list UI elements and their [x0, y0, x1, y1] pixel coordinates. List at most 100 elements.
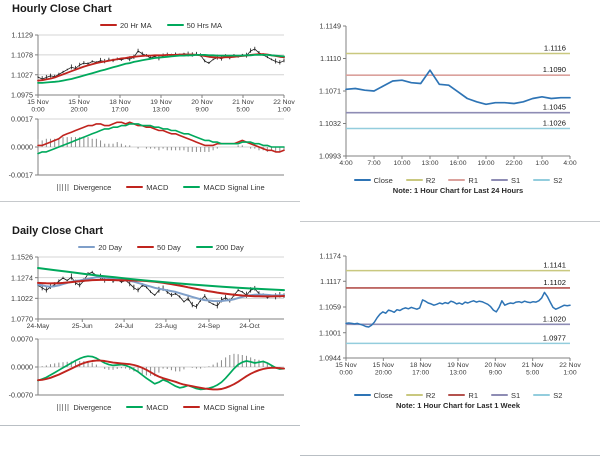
legend-item-200-day: 200 Day [195, 242, 244, 252]
x-tick-label: 15 Nov [68, 99, 90, 106]
y-tick-label: 1.1001 [319, 328, 341, 337]
y-tick-label: 1.1149 [320, 22, 341, 31]
x-tick-label: 20:00 [70, 107, 87, 114]
y-tick-label: 0.0000 [11, 363, 33, 372]
legend-label: 20 Day [98, 242, 123, 252]
y-tick-label: 1.0944 [319, 354, 341, 363]
y-tick-label: -0.0017 [9, 171, 33, 179]
legend-label: Divergence [73, 182, 112, 192]
series-line-macd [37, 121, 285, 153]
x-tick-label: 1:00 [563, 370, 576, 377]
legend-label: 50 Day [157, 242, 181, 252]
x-tick-label: 21 Nov [232, 99, 254, 106]
daily-macd-chart: 0.0070 0.0000 -0.0070 [9, 335, 285, 399]
x-tick-label: 20 Nov [485, 362, 507, 369]
x-tick-label: 24-Jul [115, 323, 134, 330]
legend-item-macd-signal-line: MACD Signal Line [183, 182, 265, 192]
hourly-pivot-legend: Close R2 R1 S1 S2 [346, 174, 570, 186]
x-tick-label: 5:00 [236, 107, 249, 114]
line-swatch-icon [195, 246, 213, 248]
line-swatch-icon [137, 246, 155, 248]
x-tick-label: 17:00 [111, 107, 128, 114]
x-tick-label: 24-May [27, 323, 50, 330]
x-tick-label: 10:00 [393, 160, 410, 167]
hourly-macd-chart: 0.0017 0.0000 -0.0017 [9, 115, 285, 179]
x-tick-label: 22 Nov [559, 362, 581, 369]
y-tick-label: 1.1078 [11, 50, 33, 59]
y-tick-label: 1.1526 [11, 253, 33, 262]
x-tick-label: 5:00 [526, 370, 539, 377]
legend-item-macd: MACD [126, 183, 168, 192]
legend-label: R1 [468, 390, 478, 400]
line-swatch-icon [126, 406, 144, 408]
x-tick-label: 1:00 [277, 107, 290, 114]
y-tick-label: 1.1129 [12, 31, 33, 40]
line-swatch-icon [491, 179, 508, 181]
daily-ma-legend: 20 Day 50 Day 200 Day [38, 241, 284, 253]
line-swatch-icon [183, 186, 201, 188]
line-swatch-icon [166, 24, 184, 26]
x-tick-label: 18 Nov [410, 362, 432, 369]
x-tick-label: 19:00 [477, 160, 494, 167]
legend-item-r1: R1 [448, 176, 478, 185]
x-tick-label: 23-Aug [155, 323, 177, 330]
line-swatch-icon [405, 394, 423, 396]
legend-label: MACD Signal Line [203, 182, 265, 192]
y-tick-label: 0.0017 [11, 115, 33, 124]
x-tick-label: 16:00 [449, 160, 466, 167]
series-line-macd-signal-line [37, 359, 285, 391]
x-tick-label: 1:00 [535, 160, 548, 167]
panel-weekly-pivot: 1.1174 1.1117 1.1059 1.1001 1.0944 15 Nov 0:00… [300, 222, 600, 456]
y-tick-label: 1.1027 [11, 70, 33, 79]
y-tick-label: -0.0070 [9, 391, 33, 399]
x-tick-label: 7:00 [367, 160, 380, 167]
daily-macd-legend: Divergence MACD MACD Signal Line [38, 401, 284, 413]
y-tick-label: 1.1274 [11, 273, 33, 282]
x-tick-label: 21 Nov [522, 362, 544, 369]
y-tick-label: 1.0993 [319, 152, 341, 161]
legend-label: MACD [146, 402, 169, 412]
legend-label: 200 Day [215, 242, 244, 252]
line-swatch-icon [448, 394, 466, 396]
line-swatch-icon [353, 394, 371, 396]
bars-swatch-icon [57, 183, 71, 191]
series-line-200-day [37, 267, 285, 292]
y-tick-label: 0.0070 [11, 335, 33, 344]
x-tick-label: 15 Nov [373, 362, 395, 369]
legend-label: S1 [511, 175, 521, 185]
level-label-r2: 1.1141 [543, 261, 566, 270]
panel-hourly-pivot: 1.1149 1.1110 1.1071 1.1032 1.0993 4:00 7:00 10… [300, 0, 600, 222]
legend-item-r2: R2 [405, 391, 435, 400]
x-tick-label: 22 Nov [273, 99, 295, 106]
legend-label: 50 Hrs MA [186, 20, 223, 30]
y-tick-label: 1.0770 [11, 315, 33, 324]
y-tick-label: 1.1117 [320, 277, 341, 286]
x-tick-label: 0:00 [339, 370, 352, 377]
x-tick-label: 24-Sep [198, 323, 220, 330]
y-tick-label: 1.1110 [320, 54, 341, 63]
line-swatch-icon [183, 406, 201, 408]
legend-item-s2: S2 [533, 391, 562, 400]
legend-label: Close [373, 390, 393, 400]
x-tick-label: 13:00 [449, 370, 466, 377]
line-swatch-icon [491, 394, 508, 396]
legend-item-20-hr-ma: 20 Hr MA [99, 21, 152, 30]
series-line-50-hrs-ma [37, 53, 285, 84]
x-tick-label: 19 Nov [447, 362, 469, 369]
x-tick-label: 4:00 [563, 160, 576, 167]
line-swatch-icon [78, 246, 96, 248]
x-tick-label: 13:00 [152, 107, 169, 114]
legend-label: Close [373, 175, 393, 185]
y-tick-label: 0.0000 [11, 143, 33, 152]
y-tick-label: 1.1059 [319, 303, 341, 312]
hourly-macd-legend: Divergence MACD MACD Signal Line [38, 181, 284, 193]
x-tick-label: 24-Oct [239, 323, 260, 330]
panel-daily-close: Daily Close Chart 20 Day 50 Day 200 Day 1.… [0, 222, 300, 426]
x-tick-label: 9:00 [195, 107, 208, 114]
legend-item-divergence: Divergence [57, 403, 111, 412]
y-tick-label: 1.1022 [11, 294, 33, 303]
weekly-pivot-legend: Close R2 R1 S1 S2 [346, 389, 570, 401]
legend-item-50-hrs-ma: 50 Hrs MA [166, 20, 223, 30]
